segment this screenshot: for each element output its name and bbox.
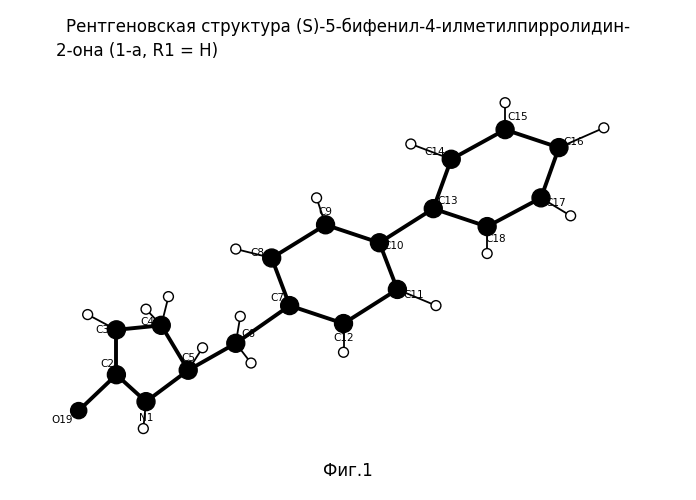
Circle shape bbox=[532, 189, 550, 207]
Circle shape bbox=[500, 98, 510, 108]
Circle shape bbox=[180, 362, 197, 379]
Text: C17: C17 bbox=[545, 198, 566, 208]
Circle shape bbox=[478, 218, 496, 236]
Circle shape bbox=[370, 234, 388, 252]
Text: Фиг.1: Фиг.1 bbox=[323, 462, 373, 480]
Circle shape bbox=[431, 300, 441, 310]
Text: C16: C16 bbox=[563, 137, 584, 147]
Circle shape bbox=[406, 139, 416, 149]
Text: C10: C10 bbox=[383, 242, 404, 252]
Text: C6: C6 bbox=[242, 330, 255, 340]
Text: C18: C18 bbox=[486, 234, 507, 244]
Text: C13: C13 bbox=[437, 196, 458, 206]
Circle shape bbox=[566, 211, 576, 221]
Circle shape bbox=[137, 392, 155, 410]
Circle shape bbox=[338, 348, 349, 357]
Text: N1: N1 bbox=[139, 413, 153, 423]
Circle shape bbox=[442, 150, 460, 168]
Text: Рентгеновская структура (S)-5-бифенил-4-илметилпирролидин-: Рентгеновская структура (S)-5-бифенил-4-… bbox=[66, 18, 630, 36]
Circle shape bbox=[83, 310, 93, 320]
Circle shape bbox=[152, 316, 171, 334]
Circle shape bbox=[141, 304, 151, 314]
Circle shape bbox=[599, 123, 609, 133]
Text: C11: C11 bbox=[403, 290, 424, 300]
Circle shape bbox=[235, 312, 245, 322]
Circle shape bbox=[550, 138, 568, 156]
Text: 2-она (1-а, R1 = H): 2-она (1-а, R1 = H) bbox=[56, 42, 218, 60]
Circle shape bbox=[280, 296, 299, 314]
Text: C4: C4 bbox=[140, 317, 154, 327]
Text: C12: C12 bbox=[333, 333, 354, 343]
Circle shape bbox=[262, 249, 280, 267]
Circle shape bbox=[227, 334, 245, 352]
Circle shape bbox=[317, 216, 335, 234]
Circle shape bbox=[164, 292, 173, 302]
Circle shape bbox=[496, 120, 514, 138]
Circle shape bbox=[312, 193, 322, 203]
Text: C8: C8 bbox=[251, 248, 264, 258]
Text: C3: C3 bbox=[95, 325, 109, 335]
Circle shape bbox=[231, 244, 241, 254]
Text: C5: C5 bbox=[181, 352, 195, 362]
Text: O19: O19 bbox=[52, 414, 73, 424]
Circle shape bbox=[482, 248, 492, 258]
Circle shape bbox=[388, 280, 406, 298]
Circle shape bbox=[107, 366, 125, 384]
Text: C15: C15 bbox=[507, 112, 528, 122]
Text: C9: C9 bbox=[319, 207, 333, 217]
Circle shape bbox=[425, 200, 442, 218]
Circle shape bbox=[246, 358, 256, 368]
Text: C2: C2 bbox=[100, 359, 114, 369]
Circle shape bbox=[107, 321, 125, 339]
Circle shape bbox=[198, 343, 207, 352]
Circle shape bbox=[70, 402, 87, 418]
Text: C14: C14 bbox=[425, 147, 445, 157]
Circle shape bbox=[139, 424, 148, 434]
Text: C7: C7 bbox=[270, 294, 284, 304]
Circle shape bbox=[335, 314, 352, 332]
